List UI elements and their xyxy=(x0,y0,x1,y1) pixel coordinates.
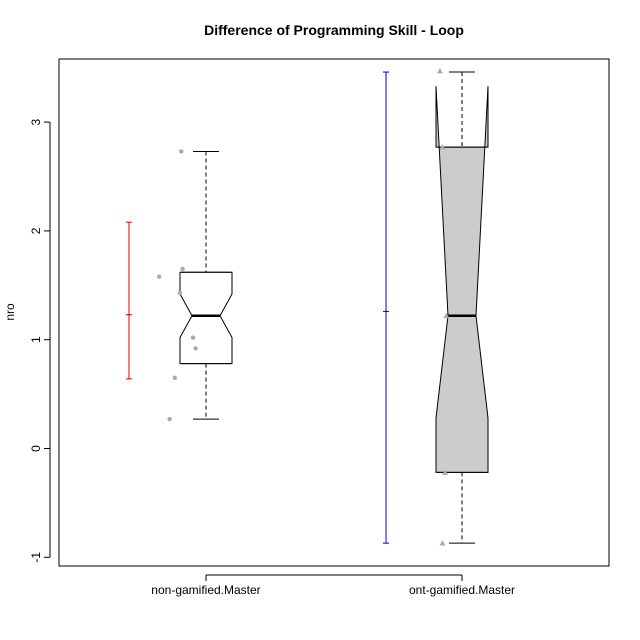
data-point xyxy=(177,290,183,296)
chart-title: Difference of Programming Skill - Loop xyxy=(204,22,464,38)
data-point xyxy=(439,540,446,546)
y-tick-label: 2 xyxy=(29,227,43,234)
data-point xyxy=(172,375,177,380)
box-group xyxy=(383,67,489,546)
x-tick-label: ont-gamified.Master xyxy=(409,583,515,597)
data-point xyxy=(180,266,185,272)
data-point xyxy=(443,312,450,319)
y-axis-label: nro xyxy=(3,303,17,321)
data-point xyxy=(193,346,198,351)
data-point xyxy=(167,416,172,422)
data-point xyxy=(442,469,449,475)
y-tick-label: 3 xyxy=(29,118,43,125)
y-tick-label: 0 xyxy=(29,445,43,452)
x-tick-label: non-gamified.Master xyxy=(151,583,260,597)
data-point xyxy=(190,335,196,340)
boxes-layer xyxy=(126,67,489,546)
x-axis: non-gamified.Master ont-gamified.Master xyxy=(151,574,515,597)
data-point xyxy=(439,144,446,150)
data-point xyxy=(436,67,443,74)
notched-box xyxy=(179,271,233,365)
data-point xyxy=(157,274,162,279)
y-tick-label: 1 xyxy=(29,336,43,343)
y-tick-label: -1 xyxy=(29,552,43,563)
y-axis: -1 0 1 2 3 xyxy=(29,118,51,563)
data-point xyxy=(179,149,184,154)
plot-frame xyxy=(58,58,610,567)
box-group xyxy=(126,149,233,422)
